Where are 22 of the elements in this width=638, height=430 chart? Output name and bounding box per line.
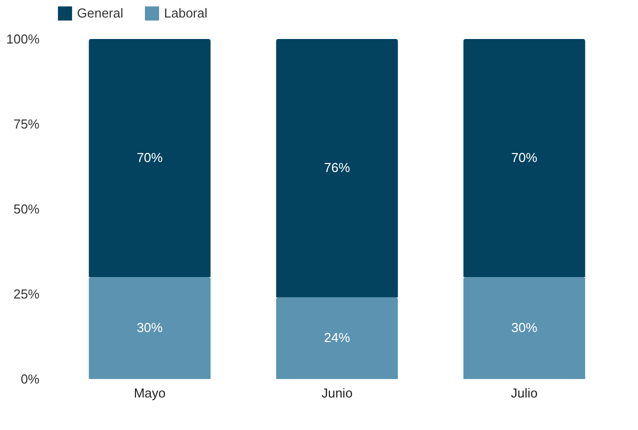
- bar: [88, 277, 211, 379]
- bar: [276, 297, 398, 379]
- legend-label: General: [77, 5, 124, 20]
- data-label: 70%: [511, 150, 538, 165]
- y-tick-label: 0%: [20, 372, 40, 386]
- y-tick-label: 50%: [13, 202, 40, 216]
- data-label: 30%: [511, 320, 538, 335]
- bar: [463, 39, 586, 277]
- bar: [88, 39, 211, 277]
- x-tick-label: Mayo: [134, 386, 166, 400]
- bar: [463, 277, 586, 379]
- y-tick-label: 25%: [13, 286, 40, 302]
- legend-label: Laboral: [164, 5, 208, 20]
- x-tick-label: Julio: [510, 386, 538, 400]
- x-tick-label: Junio: [321, 386, 353, 400]
- data-label: 76%: [324, 160, 350, 176]
- y-tick-label: 75%: [13, 116, 40, 132]
- bar: [276, 39, 398, 298]
- y-tick-label: 100%: [6, 32, 40, 46]
- data-label: 24%: [324, 330, 350, 346]
- data-label: 30%: [136, 320, 164, 335]
- data-label: 70%: [136, 150, 164, 165]
